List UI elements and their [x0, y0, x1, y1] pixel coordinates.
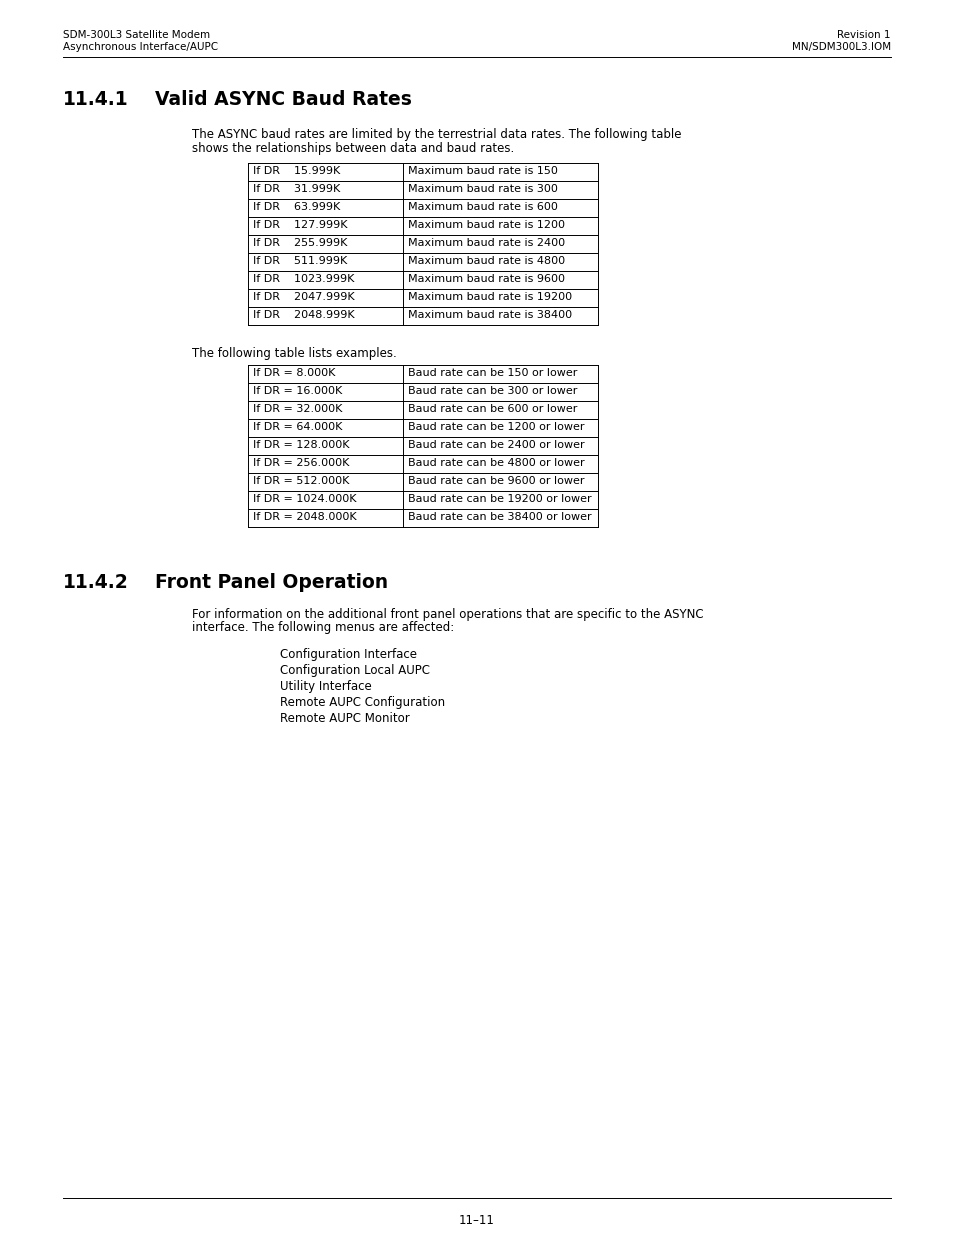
Text: If DR    2047.999K: If DR 2047.999K [253, 293, 355, 303]
Text: Baud rate can be 150 or lower: Baud rate can be 150 or lower [408, 368, 577, 378]
Text: Revision 1: Revision 1 [837, 30, 890, 40]
Text: Maximum baud rate is 300: Maximum baud rate is 300 [408, 184, 558, 194]
Text: Baud rate can be 38400 or lower: Baud rate can be 38400 or lower [408, 513, 591, 522]
Text: SDM-300L3 Satellite Modem: SDM-300L3 Satellite Modem [63, 30, 210, 40]
Text: If DR    31.999K: If DR 31.999K [253, 184, 340, 194]
Text: 11–11: 11–11 [458, 1214, 495, 1228]
Text: Remote AUPC Configuration: Remote AUPC Configuration [280, 697, 445, 709]
Text: shows the relationships between data and baud rates.: shows the relationships between data and… [192, 142, 514, 156]
Text: The ASYNC baud rates are limited by the terrestrial data rates. The following ta: The ASYNC baud rates are limited by the … [192, 128, 680, 141]
Text: Valid ASYNC Baud Rates: Valid ASYNC Baud Rates [154, 90, 412, 109]
Text: Front Panel Operation: Front Panel Operation [154, 573, 388, 592]
Text: The following table lists examples.: The following table lists examples. [192, 347, 396, 359]
Text: If DR    127.999K: If DR 127.999K [253, 220, 347, 230]
Text: Baud rate can be 600 or lower: Baud rate can be 600 or lower [408, 404, 577, 414]
Text: If DR = 512.000K: If DR = 512.000K [253, 477, 349, 487]
Text: Maximum baud rate is 600: Maximum baud rate is 600 [408, 203, 558, 212]
Text: If DR    2048.999K: If DR 2048.999K [253, 310, 355, 320]
Text: If DR = 16.000K: If DR = 16.000K [253, 387, 342, 396]
Text: Baud rate can be 1200 or lower: Baud rate can be 1200 or lower [408, 422, 584, 432]
Text: Configuration Local AUPC: Configuration Local AUPC [280, 664, 430, 677]
Text: Maximum baud rate is 2400: Maximum baud rate is 2400 [408, 238, 564, 248]
Text: Maximum baud rate is 4800: Maximum baud rate is 4800 [408, 256, 564, 267]
Text: Remote AUPC Monitor: Remote AUPC Monitor [280, 713, 410, 725]
Text: interface. The following menus are affected:: interface. The following menus are affec… [192, 621, 454, 634]
Text: Maximum baud rate is 38400: Maximum baud rate is 38400 [408, 310, 572, 320]
Text: Baud rate can be 19200 or lower: Baud rate can be 19200 or lower [408, 494, 591, 504]
Text: If DR    511.999K: If DR 511.999K [253, 256, 347, 267]
Text: If DR = 256.000K: If DR = 256.000K [253, 458, 349, 468]
Text: If DR    1023.999K: If DR 1023.999K [253, 274, 354, 284]
Text: Baud rate can be 2400 or lower: Baud rate can be 2400 or lower [408, 440, 584, 451]
Text: Maximum baud rate is 1200: Maximum baud rate is 1200 [408, 220, 564, 230]
Text: Utility Interface: Utility Interface [280, 680, 372, 693]
Text: Maximum baud rate is 19200: Maximum baud rate is 19200 [408, 293, 572, 303]
Text: 11.4.1: 11.4.1 [63, 90, 129, 109]
Text: Baud rate can be 300 or lower: Baud rate can be 300 or lower [408, 387, 577, 396]
Text: If DR = 32.000K: If DR = 32.000K [253, 404, 342, 414]
Text: If DR = 2048.000K: If DR = 2048.000K [253, 513, 356, 522]
Text: If DR    15.999K: If DR 15.999K [253, 167, 340, 177]
Text: If DR = 128.000K: If DR = 128.000K [253, 440, 349, 451]
Text: Baud rate can be 9600 or lower: Baud rate can be 9600 or lower [408, 477, 584, 487]
Text: Baud rate can be 4800 or lower: Baud rate can be 4800 or lower [408, 458, 584, 468]
Text: For information on the additional front panel operations that are specific to th: For information on the additional front … [192, 608, 703, 621]
Text: If DR = 1024.000K: If DR = 1024.000K [253, 494, 356, 504]
Text: Maximum baud rate is 9600: Maximum baud rate is 9600 [408, 274, 564, 284]
Text: If DR = 64.000K: If DR = 64.000K [253, 422, 342, 432]
Text: Asynchronous Interface/AUPC: Asynchronous Interface/AUPC [63, 42, 218, 52]
Text: If DR    255.999K: If DR 255.999K [253, 238, 347, 248]
Text: 11.4.2: 11.4.2 [63, 573, 129, 592]
Text: Maximum baud rate is 150: Maximum baud rate is 150 [408, 167, 558, 177]
Text: Configuration Interface: Configuration Interface [280, 648, 416, 661]
Text: MN/SDM300L3.IOM: MN/SDM300L3.IOM [791, 42, 890, 52]
Text: If DR = 8.000K: If DR = 8.000K [253, 368, 335, 378]
Text: If DR    63.999K: If DR 63.999K [253, 203, 340, 212]
